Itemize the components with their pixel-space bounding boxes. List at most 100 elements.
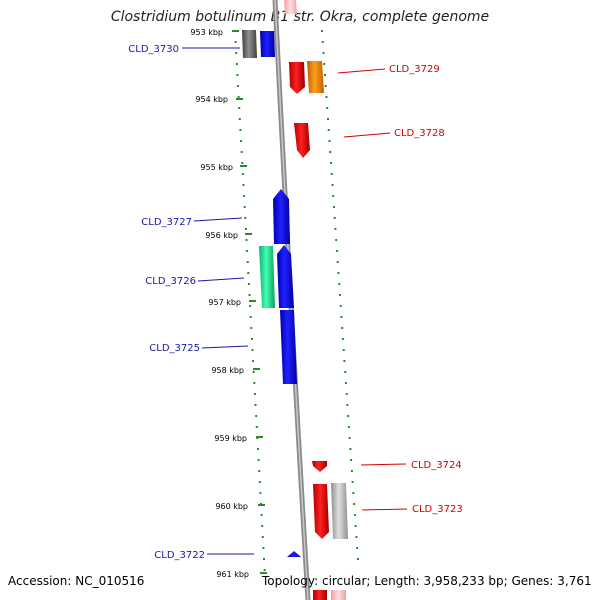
gene-label-cld-3726[interactable]: CLD_3726 bbox=[145, 276, 196, 287]
gene-label-cld-3725[interactable]: CLD_3725 bbox=[149, 343, 200, 354]
ruler-dot bbox=[344, 371, 347, 373]
ruler-dot bbox=[347, 415, 350, 417]
gene-cld-3728[interactable] bbox=[294, 123, 310, 158]
tick-label: 958 kbp bbox=[211, 366, 244, 375]
tick-label: 953 kbp bbox=[190, 28, 223, 37]
gene-label-cld-3727[interactable]: CLD_3727 bbox=[141, 217, 192, 228]
ruler-dot bbox=[239, 129, 242, 131]
ruler-dot bbox=[249, 316, 252, 318]
tick-label: 956 kbp bbox=[205, 231, 238, 240]
tick-marks bbox=[232, 30, 267, 574]
ruler-dot bbox=[246, 261, 249, 263]
ruler-dot bbox=[349, 448, 352, 450]
ruler-dot bbox=[243, 206, 246, 208]
ruler-dot bbox=[350, 470, 353, 472]
ruler-dot bbox=[263, 558, 265, 560]
ruler-dot bbox=[327, 118, 329, 120]
ruler-dot bbox=[255, 415, 258, 417]
ruler-dot bbox=[334, 228, 337, 230]
ruler-dot bbox=[326, 107, 329, 109]
ruler-dot bbox=[258, 470, 261, 472]
gene-cld-3723-neighbor[interactable] bbox=[331, 483, 348, 539]
gene-cld-3726-neighbor[interactable] bbox=[277, 245, 294, 308]
ruler-dot bbox=[258, 481, 261, 483]
gene-cld-3730[interactable] bbox=[242, 30, 257, 58]
tick-label: 959 kbp bbox=[214, 434, 247, 443]
ruler-dot bbox=[249, 305, 252, 307]
ruler-dot bbox=[323, 63, 326, 65]
gene-cld-3730-neighbor[interactable] bbox=[260, 31, 275, 57]
gene-label-cld-3730[interactable]: CLD_3730 bbox=[128, 44, 179, 55]
gene-cld-3725[interactable] bbox=[280, 310, 297, 384]
ruler-dot bbox=[248, 294, 251, 296]
gene-cld-3723[interactable] bbox=[313, 484, 329, 539]
ruler-dot bbox=[238, 118, 241, 120]
gene-cld-3729-neighbor[interactable] bbox=[307, 61, 324, 93]
ruler-dot bbox=[324, 74, 326, 76]
gene-label-cld-3728[interactable]: CLD_3728 bbox=[394, 128, 445, 139]
ruler-dot bbox=[325, 96, 328, 98]
ruler-dot bbox=[333, 206, 335, 208]
gene-cld-3726[interactable] bbox=[259, 246, 275, 308]
ruler-dot bbox=[262, 547, 265, 549]
ruler-dot bbox=[338, 283, 341, 285]
tick-label: 957 kbp bbox=[208, 298, 241, 307]
ruler-dot bbox=[341, 327, 344, 329]
gene-label-cld-3729[interactable]: CLD_3729 bbox=[389, 64, 440, 75]
ruler-dot bbox=[242, 184, 245, 186]
ruler-dot bbox=[240, 140, 242, 142]
ruler-dot bbox=[322, 52, 325, 54]
tick-label: 961 kbp bbox=[216, 570, 249, 579]
tick-label: 960 kbp bbox=[215, 502, 248, 511]
ruler-dot bbox=[345, 393, 348, 395]
leader-cld-3727 bbox=[193, 217, 243, 222]
ruler-dot bbox=[260, 514, 263, 516]
ruler-dot bbox=[348, 437, 351, 439]
ruler-dot bbox=[327, 129, 330, 131]
ruler-dot bbox=[244, 217, 247, 219]
gene-top-fragment bbox=[284, 0, 297, 14]
gene-bottom-fragment-red bbox=[313, 590, 327, 600]
gene-labels-left: CLD_3730 CLD_3727 CLD_3726 CLD_3725 CLD_… bbox=[128, 44, 205, 561]
genes-right bbox=[284, 0, 348, 600]
right-ruler-dots bbox=[321, 30, 359, 560]
gene-cld-3724[interactable] bbox=[312, 461, 327, 472]
ruler-dot bbox=[353, 514, 356, 516]
ruler-dot bbox=[257, 459, 260, 461]
ruler-dot bbox=[321, 41, 324, 43]
ruler-dot bbox=[252, 371, 255, 373]
ruler-dot bbox=[330, 173, 333, 175]
ruler-dot bbox=[332, 195, 335, 197]
ruler-dot bbox=[240, 151, 243, 153]
leader-cld-3728 bbox=[343, 132, 391, 138]
gene-label-cld-3723[interactable]: CLD_3723 bbox=[412, 504, 463, 515]
leader-cld-3724 bbox=[360, 463, 407, 466]
ruler-dot bbox=[253, 382, 256, 384]
ruler-dot bbox=[244, 228, 247, 230]
ruler-dot bbox=[353, 503, 356, 505]
ruler-dot bbox=[333, 217, 336, 219]
ruler-dot bbox=[247, 283, 250, 285]
ruler-dot bbox=[246, 250, 249, 252]
gene-cld-3727[interactable] bbox=[273, 189, 290, 244]
ruler-dot bbox=[351, 481, 354, 483]
ruler-dot bbox=[328, 140, 331, 142]
ruler-dot bbox=[339, 305, 342, 307]
ruler-dot bbox=[234, 41, 237, 43]
ruler-dot bbox=[243, 195, 246, 197]
ruler-dot bbox=[263, 569, 266, 571]
ruler-dot bbox=[241, 173, 244, 175]
ruler-dot bbox=[346, 404, 349, 406]
ruler-dot bbox=[337, 272, 340, 274]
left-ruler-dots bbox=[234, 30, 266, 571]
gene-cld-3722[interactable] bbox=[287, 551, 301, 557]
gene-label-cld-3724[interactable]: CLD_3724 bbox=[411, 460, 462, 471]
ruler-dot bbox=[238, 107, 241, 109]
gene-label-cld-3722[interactable]: CLD_3722 bbox=[154, 550, 205, 561]
ruler-dot bbox=[335, 250, 338, 252]
genome-title: Clostridium botulinum B1 str. Okra, comp… bbox=[110, 9, 490, 25]
ruler-dot bbox=[356, 547, 359, 549]
gene-cld-3729[interactable] bbox=[289, 62, 305, 94]
tick-labels: 953 kbp 954 kbp 955 kbp 956 kbp 957 kbp … bbox=[190, 28, 249, 579]
